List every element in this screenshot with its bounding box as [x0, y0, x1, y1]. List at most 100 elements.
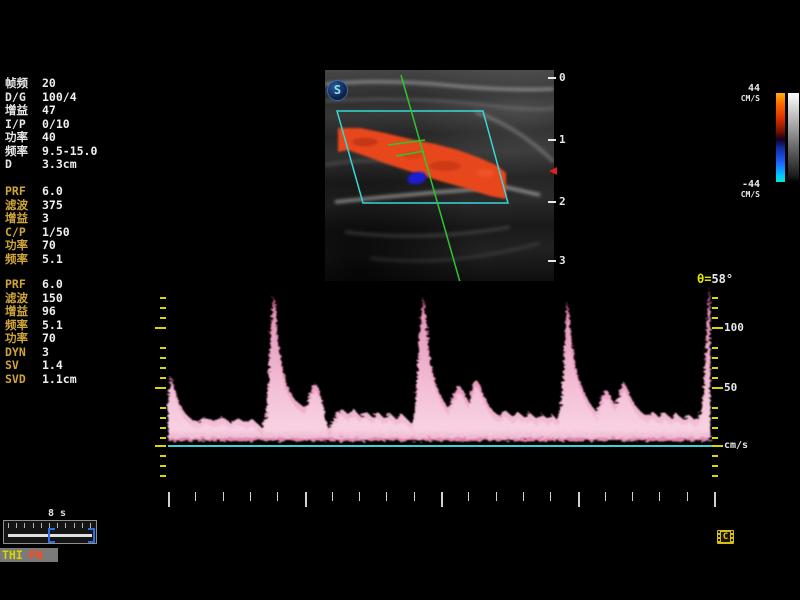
velocity-tick-right [712, 297, 718, 299]
time-tick [686, 492, 688, 501]
grayscale-bar [788, 93, 799, 182]
velocity-tick-left [160, 317, 166, 319]
param-value: 70 [42, 331, 56, 345]
time-tick [277, 492, 279, 501]
time-tick [659, 492, 661, 501]
focus-marker-icon[interactable] [549, 167, 557, 175]
param-row: 功率 70 [5, 238, 70, 253]
param-label: D [5, 157, 12, 171]
param-label: 滤波 [5, 290, 28, 305]
film-perforation [731, 531, 733, 543]
cine-film-icon[interactable]: C [717, 530, 734, 544]
theta-value: 58° [711, 272, 734, 286]
depth-tick-label: 1 [559, 133, 566, 146]
cine-tick [40, 523, 42, 528]
depth-tick [548, 201, 556, 203]
colorbar-unit-bottom: CM/S [740, 190, 760, 199]
param-label: 频率 [5, 317, 28, 332]
param-value: 375 [42, 197, 63, 212]
time-tick [304, 492, 307, 507]
colorbar-min: -44 [741, 179, 760, 190]
param-label: 增益 [5, 304, 28, 318]
spectrum-baseline [168, 445, 712, 447]
param-row: 增益 3 [5, 211, 70, 226]
velocity-label: 100 [724, 321, 744, 334]
time-tick [359, 492, 361, 501]
param-label: 帧频 [5, 76, 28, 90]
sample-gate-top [387, 139, 426, 146]
depth-tick-label: 0 [559, 71, 566, 84]
param-label: PRF [5, 184, 26, 198]
spectral-waveform [168, 286, 710, 441]
time-tick [413, 492, 415, 501]
velocity-tick-left [160, 357, 166, 359]
velocity-label: 50 [724, 381, 738, 394]
color-doppler-scale-bar [776, 93, 785, 182]
time-tick [632, 492, 634, 501]
param-label: D/G [5, 89, 26, 104]
time-tick [331, 492, 333, 501]
colorbar-unit-top: CM/S [740, 94, 760, 103]
velocity-tick-right [712, 417, 718, 419]
time-tick [522, 492, 524, 501]
velocity-tick-left [160, 465, 166, 467]
colorbar-max: 44 [747, 83, 760, 94]
param-label: 功率 [5, 331, 28, 345]
cine-tick [90, 523, 91, 528]
param-row: SVD 1.1cm [5, 371, 77, 387]
velocity-tick-right [712, 367, 718, 369]
param-value: 1.1cm [42, 371, 77, 386]
color-doppler-params: PRF 6.0 滤波 375 增益 3 C/P 1/50 功率 70 频率 5.1 [5, 184, 70, 266]
param-label: DYN [5, 344, 26, 359]
cine-range-start-handle[interactable] [48, 528, 55, 543]
color-roi-box[interactable] [336, 110, 509, 204]
param-value: 6.0 [42, 184, 63, 198]
doppler-cursor-line[interactable] [387, 74, 461, 281]
param-label: 滤波 [5, 197, 28, 212]
doppler-angle: θ=58° [697, 272, 733, 286]
time-tick [550, 492, 552, 501]
param-row: C/P 1/50 [5, 224, 70, 240]
param-label: 频率 [5, 143, 28, 158]
param-label: PRF [5, 277, 26, 291]
param-value: 70 [42, 238, 56, 252]
velocity-tick-left [160, 407, 166, 409]
pw-mode-label: PW [28, 548, 43, 562]
param-row: I/P 0/10 [5, 117, 97, 132]
param-row: 频率 5.1 [5, 317, 77, 333]
theta-label: θ= [697, 272, 712, 286]
velocity-tick-right [712, 445, 723, 447]
time-tick [604, 492, 606, 501]
velocity-tick-right [712, 407, 718, 409]
param-value: 1/50 [42, 224, 70, 239]
cine-tick [57, 523, 59, 528]
velocity-tick-left [155, 327, 166, 329]
velocity-tick-left [160, 377, 166, 379]
velocity-tick-right [712, 317, 718, 319]
param-row: 滤波 150 [5, 290, 77, 306]
param-label: 增益 [5, 103, 28, 117]
mode-indicators: THI PW [0, 548, 58, 562]
cine-tick [81, 523, 83, 528]
param-row: 增益 47 [5, 103, 97, 118]
cine-track[interactable] [8, 534, 92, 537]
param-value: 20 [42, 76, 56, 90]
velocity-tick-left [160, 347, 166, 349]
param-row: 增益 96 [5, 304, 77, 319]
param-label: 功率 [5, 238, 28, 252]
thi-mode-label: THI [2, 548, 23, 562]
cine-tick [8, 523, 9, 528]
velocity-tick-left [160, 297, 166, 299]
velocity-tick-left [160, 367, 166, 369]
velocity-label: cm/s [724, 440, 749, 451]
b-mode-params: 帧频 20 D/G 100/4 增益 47 I/P 0/10 功率 40 频率 9.5-15.0 D 3.… [5, 76, 97, 172]
velocity-tick-right [712, 387, 723, 389]
velocity-tick-left [155, 445, 166, 447]
param-label: SV [5, 358, 19, 372]
velocity-tick-right [712, 475, 718, 477]
film-perforation [718, 531, 720, 543]
cine-range-end-handle[interactable] [88, 528, 95, 543]
cine-tick [49, 523, 50, 528]
cine-scrollbar[interactable] [3, 520, 97, 544]
